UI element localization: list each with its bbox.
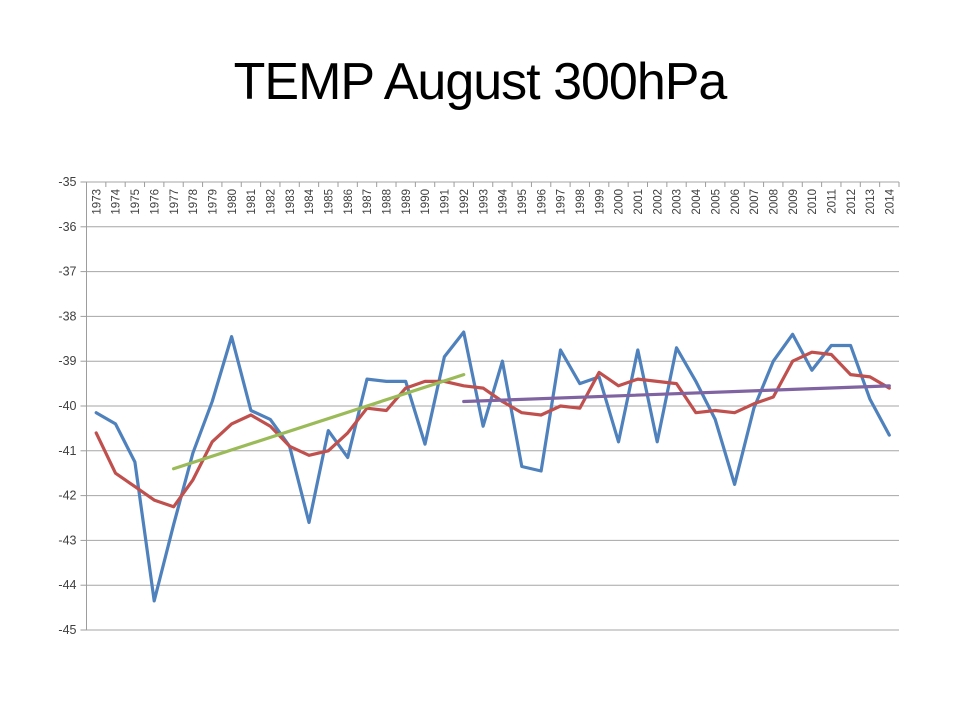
y-axis-label: -44: [58, 578, 76, 592]
x-axis-year-label: 2006: [730, 189, 742, 215]
x-axis-year-label: 1996: [536, 189, 548, 215]
x-axis-year-label: 2009: [788, 189, 800, 215]
x-axis-year-label: 2013: [865, 189, 877, 215]
x-axis-year-label: 1977: [169, 189, 181, 215]
x-axis-year-label: 1987: [362, 189, 374, 215]
x-axis-year-label: 2005: [710, 189, 722, 215]
x-axis-year-label: 1998: [575, 189, 587, 215]
x-axis-year-label: 1994: [498, 188, 510, 214]
x-axis-year-label: 2004: [691, 188, 703, 214]
x-axis-year-label: 2014: [885, 188, 897, 214]
late-trendline: [462, 384, 891, 404]
yearly-series-line: [94, 330, 891, 603]
x-axis-year-label: 1983: [285, 189, 297, 215]
x-axis-year-label: 2012: [846, 189, 858, 215]
x-axis-year-label: 2003: [672, 189, 684, 215]
y-axis-label: -45: [58, 623, 76, 637]
x-axis-year-label: 1992: [459, 189, 471, 215]
x-axis-year-label: 1973: [91, 189, 103, 215]
x-axis-year-label: 2007: [749, 189, 761, 215]
x-axis-year-label: 1989: [401, 189, 413, 215]
x-axis-year-label: 1995: [517, 189, 529, 215]
y-axis-label: -39: [58, 354, 76, 368]
x-axis-year-label: 1974: [111, 188, 123, 214]
y-axis-label: -35: [58, 175, 76, 189]
x-axis-year-label: 1982: [265, 189, 277, 215]
x-axis-year-label: 1986: [343, 189, 355, 215]
x-axis-year-label: 1988: [382, 189, 394, 215]
y-axis-label: -41: [58, 444, 76, 458]
x-axis-year-label: 1985: [324, 189, 336, 215]
y-axis-label: -38: [58, 309, 76, 323]
x-axis-year-label: 1984: [304, 188, 316, 214]
x-axis-year-label: 1997: [556, 189, 568, 215]
x-axis-year-label: 2002: [652, 189, 664, 215]
early-trendline: [171, 373, 466, 471]
y-axis-label: -42: [58, 489, 76, 503]
y-axis-label: -36: [58, 220, 76, 234]
x-axis-year-label: 1980: [227, 189, 239, 215]
x-axis-year-label: 2008: [768, 189, 780, 215]
y-axis-label: -37: [58, 265, 76, 279]
y-axis-label: -40: [58, 399, 76, 413]
x-axis-year-label: 1981: [246, 189, 258, 215]
x-axis-year-label: 1976: [149, 189, 161, 215]
smoothed-series-line: [94, 350, 891, 509]
x-axis-year-label: 2011: [826, 189, 838, 214]
x-axis-year-label: 1991: [440, 189, 452, 215]
x-axis-year-label: 1990: [420, 189, 432, 215]
y-axis-label: -43: [58, 533, 76, 547]
x-axis-year-label: 1975: [130, 189, 142, 215]
x-axis-year-label: 1999: [594, 189, 606, 215]
x-axis-year-label: 1979: [207, 189, 219, 215]
x-axis-year-label: 2000: [614, 189, 626, 215]
chart-title: TEMP August 300hPa: [233, 53, 728, 111]
x-axis-year-label: 1978: [188, 189, 200, 215]
x-axis-year-label: 2010: [807, 189, 819, 215]
x-axis-year-label: 1993: [478, 189, 490, 215]
x-axis-year-label: 2001: [633, 189, 645, 215]
